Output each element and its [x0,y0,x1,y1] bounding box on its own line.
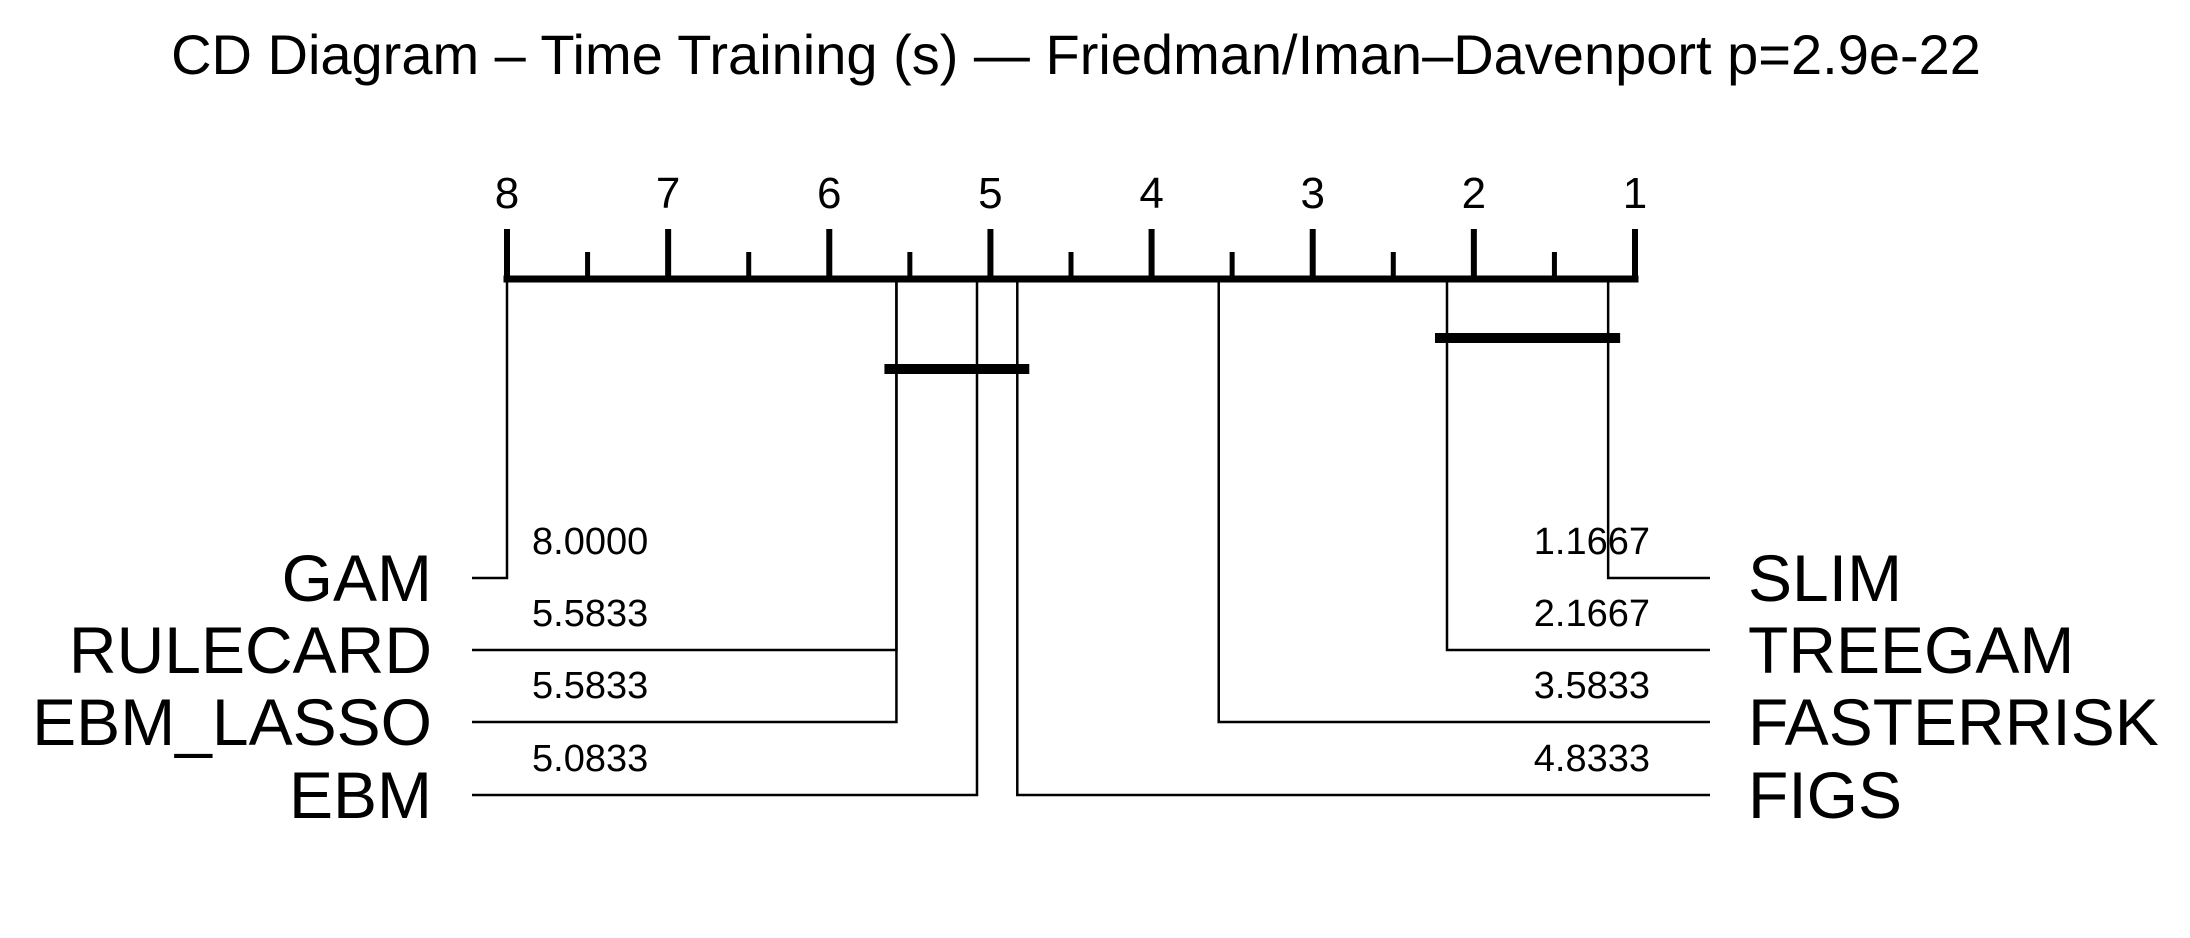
chart-title: CD Diagram – Time Training (s) — Friedma… [171,23,1981,86]
tick-label: 3 [1300,169,1324,218]
tick-label: 7 [656,169,680,218]
tick-label: 8 [495,169,519,218]
tick-label: 4 [1139,169,1163,218]
tick-label: 1 [1623,169,1647,218]
method-rank-value: 2.1667 [1534,593,1650,635]
method-name: EBM [289,758,432,832]
axis-ticks: 1 2 3 4 5 6 7 8 [495,169,1647,279]
method-connector [1445,279,1710,652]
right-methods: SLIM 1.1667 TREEGAM 2.1667 FASTERRISK 3.5833 F… [1016,279,2159,832]
method-connector [472,279,979,797]
method-name: FASTERRISK [1748,685,2159,759]
method-rank-value: 5.5833 [532,593,648,635]
method-connector [472,279,509,580]
clique-bars [884,333,1621,374]
tick-label: 2 [1462,169,1486,218]
tick-label: 6 [817,169,841,218]
method-connector [472,279,898,724]
method-name: SLIM [1748,541,1902,615]
method-name: TREEGAM [1748,613,2074,687]
left-methods: GAM 8.0000 RULECARD 5.5833 EBM_LASSO 5.5833 EB… [32,279,979,832]
method-name: EBM_LASSO [32,685,432,759]
method-rank-value: 8.0000 [532,521,648,563]
method-connector [1016,279,1710,797]
method-name: GAM [282,541,432,615]
method-rank-value: 1.1667 [1534,521,1650,563]
method-connector [1606,279,1710,580]
method-name: RULECARD [69,613,432,687]
method-connector [1217,279,1710,724]
tick-label: 5 [978,169,1002,218]
method-rank-value: 5.5833 [532,665,648,707]
method-rank-value: 5.0833 [532,738,648,780]
method-rank-value: 4.8333 [1534,738,1650,780]
method-name: FIGS [1748,758,1902,832]
method-rank-value: 3.5833 [1534,665,1650,707]
